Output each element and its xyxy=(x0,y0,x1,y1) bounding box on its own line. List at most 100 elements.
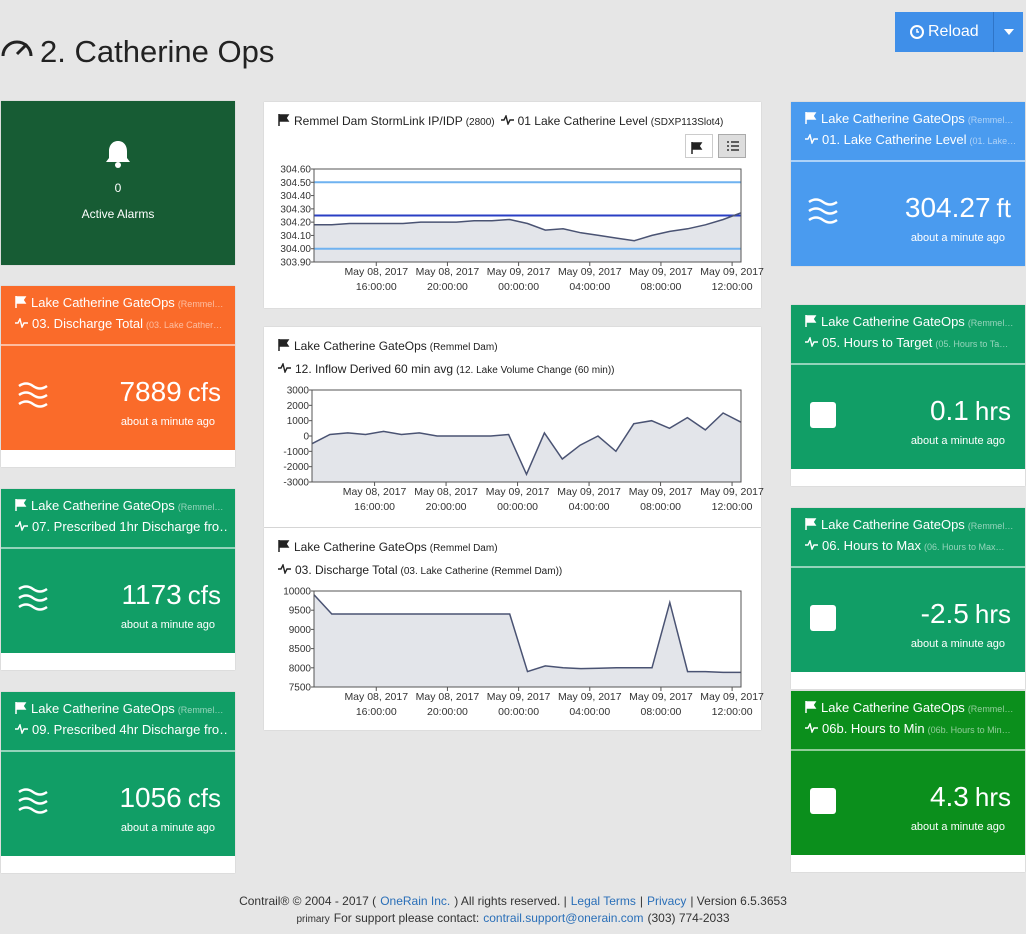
value-tile[interactable]: Lake Catherine GateOps (Remmel… 01. Lake C… xyxy=(791,102,1025,266)
tile-value: 1056 cfs xyxy=(119,782,221,814)
list-toggle[interactable] xyxy=(718,134,746,158)
wave xyxy=(18,391,48,399)
sensor-note: (03. Lake Cather… xyxy=(146,320,223,330)
reload-button[interactable]: Reload xyxy=(895,12,1023,52)
station-note: (Remmel… xyxy=(177,299,224,309)
station-note: (Remmel… xyxy=(177,502,224,512)
value: 304.27 xyxy=(904,192,991,223)
station-name: Lake Catherine GateOps xyxy=(821,314,965,329)
pulse-icon xyxy=(15,519,28,533)
update-time: about a minute ago xyxy=(120,619,215,631)
sensor-line: 06b. Hours to Min (06b. Hours to Min… xyxy=(805,721,1019,736)
tile-body: 304.27 ft about a minute ago xyxy=(791,162,1025,266)
flag-icon xyxy=(278,540,290,552)
footer-text: | Version 6.5.3653 xyxy=(690,894,787,908)
value-tile[interactable]: Lake Catherine GateOps (Remmel… 06. Hours … xyxy=(791,508,1025,689)
unit: hrs xyxy=(974,782,1011,812)
plot-frame xyxy=(313,168,742,263)
x-tick-label: May 08, 2017 20:00:00 xyxy=(414,486,478,513)
y-tick-label: 8000 xyxy=(289,663,312,674)
y-tick-label: 304.10 xyxy=(280,231,311,242)
value-tile[interactable]: Lake Catherine GateOps (Remmel… 07. Prescr… xyxy=(1,489,235,670)
value-tile[interactable]: Lake Catherine GateOps (Remmel… 06b. Hours… xyxy=(791,691,1025,872)
link[interactable]: OneRain Inc. xyxy=(380,894,451,908)
station-name: Lake Catherine GateOps xyxy=(31,701,175,716)
footer-text: | xyxy=(639,894,644,908)
chart-card: Lake Catherine GateOps (Remmel Dam) 12. In… xyxy=(264,327,764,527)
value-tile[interactable]: Lake Catherine GateOps (Remmel… 09. Prescr… xyxy=(1,692,235,873)
update-time: about a minute ago xyxy=(910,821,1005,833)
chart: 303.90 304.00 304.10 304.20 304.30 304.40 304.… xyxy=(280,165,742,269)
link[interactable]: contrail.support@onerain.com xyxy=(483,911,644,925)
alarm-count: 0 xyxy=(114,181,122,195)
update-time: about a minute ago xyxy=(910,435,1005,447)
x-tick-label: May 09, 2017 12:00:00 xyxy=(700,266,764,293)
value: 0.1 xyxy=(929,395,969,426)
sensor-name: 12. Inflow Derived 60 min avg xyxy=(295,362,454,376)
sensor-name: 05. Hours to Target xyxy=(822,335,933,350)
flag-shape xyxy=(278,114,290,126)
station-note: (2800) xyxy=(465,117,495,128)
wave xyxy=(18,788,48,796)
link[interactable]: Privacy xyxy=(647,894,687,908)
alarm-tile[interactable]: 0 Active Alarms xyxy=(1,101,235,265)
unit: cfs xyxy=(187,580,221,610)
x-tick-label: May 08, 2017 16:00:00 xyxy=(342,486,407,513)
x-tick-label: May 09, 2017 04:00:00 xyxy=(557,486,621,513)
sensor-note: (01. Lake… xyxy=(969,136,1017,146)
square-icon xyxy=(810,402,836,428)
wave xyxy=(18,594,48,602)
plot-frame xyxy=(313,590,742,688)
y-tick-label: 304.40 xyxy=(280,191,311,202)
pulse-icon xyxy=(15,722,28,736)
gauge-icon xyxy=(1,40,33,57)
alarm-label: Active Alarms xyxy=(81,207,155,221)
footer-text: (303) 774-2033 xyxy=(647,911,730,925)
flag-icon xyxy=(15,702,27,714)
y-tick-label: 304.20 xyxy=(280,218,311,229)
flag-icon xyxy=(15,499,27,511)
sensor-name: 03. Discharge Total xyxy=(295,563,398,577)
station-name: Lake Catherine GateOps xyxy=(31,498,175,513)
value: 7889 xyxy=(119,376,182,407)
value-tile[interactable]: Lake Catherine GateOps (Remmel… 03. Discha… xyxy=(1,286,235,467)
y-tick-label: 304.50 xyxy=(280,178,311,189)
sensor-note: (SDXP113Slot4) xyxy=(650,117,724,128)
flag-toggle[interactable] xyxy=(685,134,713,158)
sensor-note: (03. Lake Catherine (Remmel Dam)) xyxy=(400,566,563,577)
tile-header: Lake Catherine GateOps (Remmel… 09. Prescr… xyxy=(1,692,235,752)
sensor-note: (06. Hours to Max… xyxy=(924,542,1005,552)
tile-body: 0.1 hrs about a minute ago xyxy=(791,365,1025,469)
link[interactable]: Legal Terms xyxy=(570,894,636,908)
value: 4.3 xyxy=(929,781,969,812)
y-tick-label: 304.00 xyxy=(280,244,311,255)
station-note: (Remmel Dam) xyxy=(429,342,498,353)
wave xyxy=(18,382,48,390)
flag-icon xyxy=(805,701,817,713)
wave xyxy=(18,585,48,593)
wave xyxy=(808,198,838,206)
tile-value: -2.5 hrs xyxy=(921,598,1011,630)
sensor-part: 01 Lake Catherine Level (SDXP113Slot4) xyxy=(500,113,724,128)
station-name: Lake Catherine GateOps xyxy=(31,295,175,310)
x-tick-label: May 08, 2017 20:00:00 xyxy=(415,691,480,718)
pulse-shape xyxy=(278,562,291,576)
wave xyxy=(18,797,48,805)
caret[interactable] xyxy=(1004,29,1014,35)
sensor-name: 06. Hours to Max xyxy=(822,538,921,553)
pulse-icon xyxy=(15,316,28,330)
page-title: 2. Catherine Ops xyxy=(40,34,275,69)
waves-icon xyxy=(808,198,838,224)
y-tick-label: 9000 xyxy=(289,625,312,636)
wave xyxy=(18,400,48,408)
tile-body: -2.5 hrs about a minute ago xyxy=(791,568,1025,672)
wave xyxy=(18,603,48,611)
value-tile[interactable]: Lake Catherine GateOps (Remmel… 05. Hours … xyxy=(791,305,1025,486)
sensor-line: 01. Lake Catherine Level (01. Lake… xyxy=(805,132,1019,147)
tile-value: 7889 cfs xyxy=(119,376,221,408)
x-tick-label: May 09, 2017 00:00:00 xyxy=(486,266,551,293)
reload-label: Reload xyxy=(928,23,979,40)
pulse-shape xyxy=(15,519,28,533)
pulse-icon xyxy=(805,538,818,552)
